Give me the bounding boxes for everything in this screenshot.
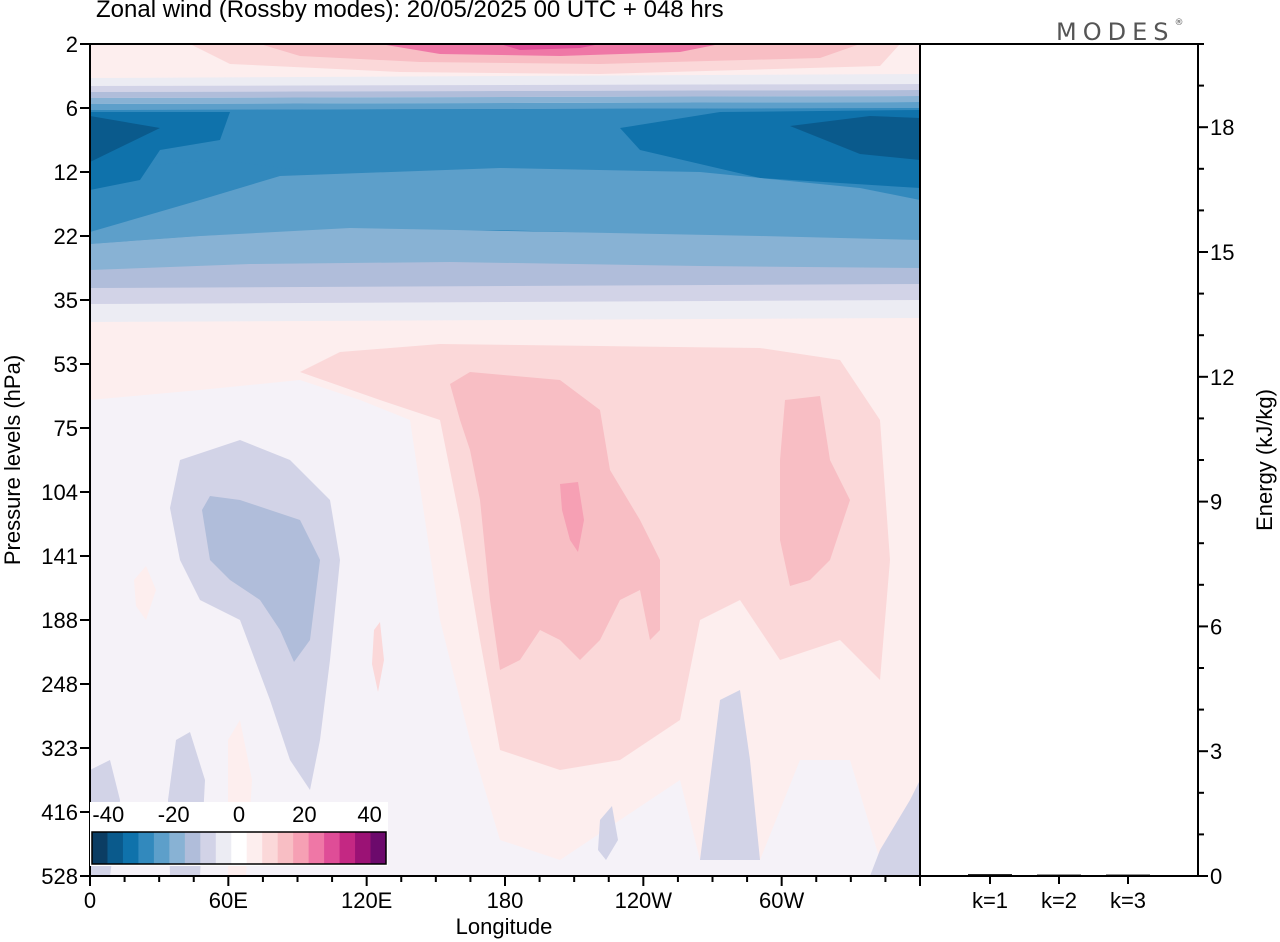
energy-bars: k=1 k=2 k=3 — [968, 874, 1150, 913]
energy-tick-label: 3 — [1210, 739, 1222, 764]
colorbar-tick-label: -40 — [92, 802, 124, 827]
modes-logo: MODES® — [1056, 18, 1184, 46]
colorbar-swatch — [277, 832, 294, 864]
pressure-tick-label: 75 — [54, 416, 78, 441]
longitude-tick-label: 60W — [759, 888, 804, 913]
energy-axis: 0 3 6 9 12 15 18 — [1198, 43, 1234, 889]
energy-tick-label: 9 — [1210, 490, 1222, 515]
longitude-tick-label: 120E — [341, 888, 392, 913]
pressure-tick-label: 2 — [66, 32, 78, 57]
energy-bar — [1037, 874, 1081, 877]
energy-bar — [1106, 874, 1150, 877]
colorbar-tick-label: 20 — [292, 802, 316, 827]
energy-tick-label: 0 — [1210, 864, 1222, 889]
pressure-tick-label: 323 — [41, 736, 78, 761]
pressure-tick-label: 53 — [54, 352, 78, 377]
zonal-wind-heatmap — [90, 44, 920, 876]
colorbar-tick-label: 40 — [357, 802, 381, 827]
colorbar-swatch — [262, 832, 279, 864]
colorbar-swatch — [308, 832, 325, 864]
pressure-tick-label: 416 — [41, 800, 78, 825]
colorbar-tick-label: 0 — [233, 802, 245, 827]
pressure-axis: 2 6 12 22 35 53 75 104 141 188 248 323 416 528 — [41, 32, 90, 889]
longitude-tick-label: 120W — [615, 888, 673, 913]
energy-category-label: k=3 — [1110, 888, 1146, 913]
colorbar-swatch — [231, 832, 248, 864]
pressure-tick-label: 22 — [54, 224, 78, 249]
pressure-tick-label: 12 — [54, 160, 78, 185]
longitude-tick-label: 0 — [84, 888, 96, 913]
colorbar-swatch — [355, 832, 372, 864]
colorbar-swatch — [215, 832, 232, 864]
chart-title: Zonal wind (Rossby modes): 20/05/2025 00… — [96, 0, 724, 23]
longitude-axis: 0 60E 120E 180 120W 60W — [84, 876, 921, 913]
energy-tick-label: 15 — [1210, 240, 1234, 265]
energy-category-label: k=1 — [972, 888, 1008, 913]
pressure-tick-label: 188 — [41, 608, 78, 633]
energy-panel-frame — [919, 43, 1199, 877]
energy-bar — [968, 874, 1012, 877]
colorbar-swatch — [92, 832, 108, 864]
longitude-axis-label: Longitude — [456, 914, 553, 939]
colorbar-swatch — [200, 832, 217, 864]
energy-tick-label: 6 — [1210, 614, 1222, 639]
colorbar-swatch — [370, 832, 387, 864]
colorbar-swatch — [293, 832, 310, 864]
pressure-tick-label: 35 — [54, 288, 78, 313]
colorbar-swatch — [153, 832, 170, 864]
energy-tick-label: 12 — [1210, 365, 1234, 390]
colorbar: -40 -20 0 20 40 — [90, 802, 388, 866]
colorbar-swatch — [184, 832, 201, 864]
pressure-axis-label: Pressure levels (hPa) — [0, 355, 25, 565]
colorbar-swatch — [246, 832, 263, 864]
longitude-tick-label: 180 — [487, 888, 524, 913]
colorbar-frame — [91, 831, 387, 865]
colorbar-tick-label: -20 — [158, 802, 190, 827]
colorbar-swatch — [324, 832, 341, 864]
energy-category-label: k=2 — [1041, 888, 1077, 913]
energy-axis-label: Energy (kJ/kg) — [1252, 389, 1277, 531]
colorbar-swatch — [107, 832, 124, 864]
colorbar-swatch — [138, 832, 155, 864]
pressure-tick-label: 248 — [41, 672, 78, 697]
pressure-tick-label: 104 — [41, 480, 78, 505]
colorbar-swatch — [169, 832, 186, 864]
energy-tick-label: 18 — [1210, 115, 1234, 140]
colorbar-swatch — [122, 832, 139, 864]
pressure-tick-label: 528 — [41, 864, 78, 889]
pressure-tick-label: 141 — [41, 544, 78, 569]
pressure-tick-label: 6 — [66, 96, 78, 121]
colorbar-swatch — [339, 832, 356, 864]
longitude-tick-label: 60E — [209, 888, 248, 913]
